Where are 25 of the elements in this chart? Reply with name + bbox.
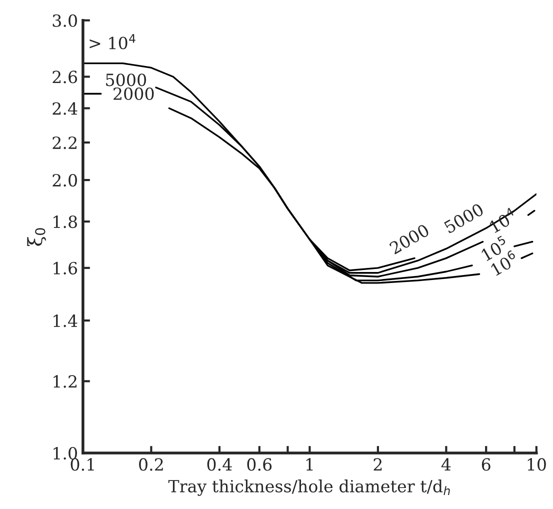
y-tick-label: 1.8 [54, 215, 77, 228]
annotation: > 10$^{4}$ [90, 34, 136, 50]
y-tick-label: 1.0 [54, 446, 77, 460]
x-tick-label: 0.2 [139, 458, 163, 471]
y-tick-label: 1.2 [54, 375, 76, 388]
annotation: 5000 [106, 74, 146, 86]
y-tick-label: 2.4 [52, 102, 78, 115]
x-tick-label: 0.6 [247, 458, 272, 471]
x-tick-label: 1 [306, 458, 313, 471]
y-tick-label: 2.0 [52, 174, 77, 187]
y-tick-label: 1.4 [54, 314, 78, 328]
y-tick-label: 3.0 [52, 14, 77, 27]
x-tick-label: 0.4 [207, 458, 232, 471]
y-tick-label: 2.6 [52, 70, 78, 84]
x-tick-label: 10 [528, 458, 546, 471]
x-axis-title: Tray thickness/hole diameter t/d$_{h}$ [168, 480, 450, 496]
y-axis-title: ξ$_{0}$ [27, 228, 46, 246]
annotation: 10$^{4}$ [488, 207, 518, 234]
annotation: 2000 [114, 87, 154, 100]
x-tick-label: 4 [441, 458, 451, 471]
x-tick-label: 2 [374, 458, 382, 471]
x-tick-label: 0.1 [70, 458, 94, 471]
y-tick-label: 1.6 [54, 262, 78, 274]
y-tick-label: 2.2 [52, 136, 76, 150]
x-tick-label: 6 [482, 458, 490, 471]
